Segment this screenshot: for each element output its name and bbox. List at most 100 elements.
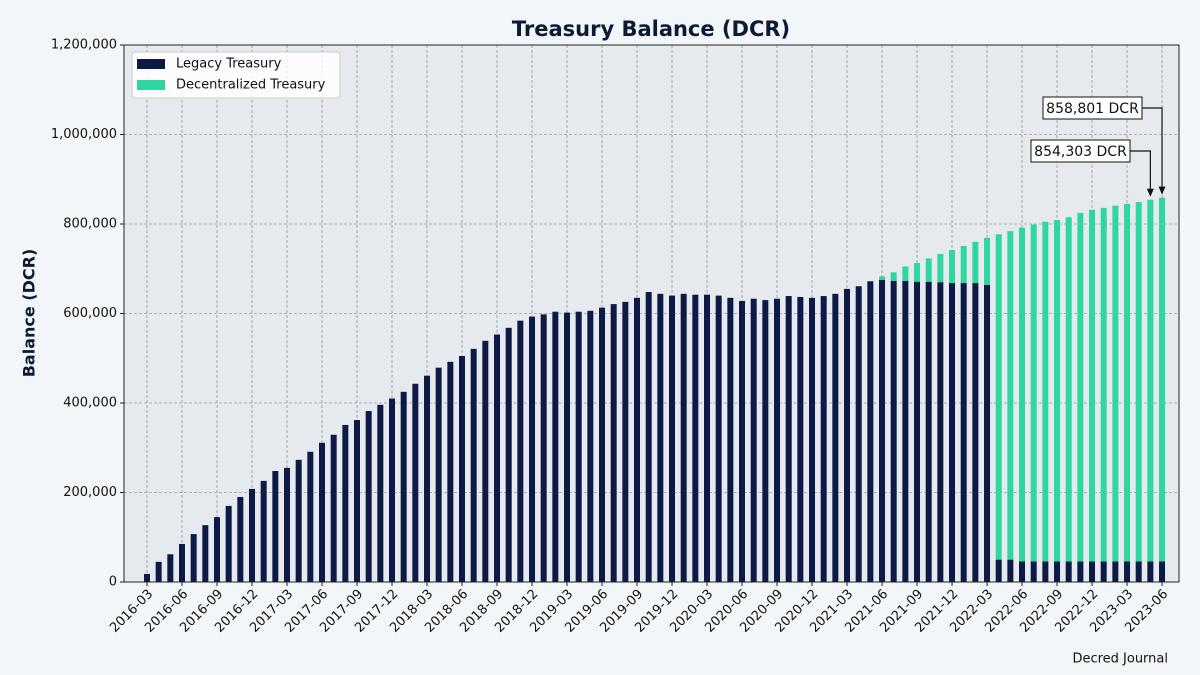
bar [925, 258, 932, 282]
bar [1065, 561, 1072, 582]
bar [1077, 561, 1084, 582]
bar [867, 281, 874, 582]
bar [214, 517, 221, 582]
bar [949, 283, 956, 582]
bar [529, 316, 536, 582]
bar [762, 300, 769, 582]
arrow-head [1146, 188, 1154, 197]
legend-box [131, 51, 341, 99]
bar [1159, 561, 1166, 582]
bar [412, 383, 419, 582]
bar [179, 543, 186, 582]
annotation-text: 858,801 DCR [1046, 101, 1139, 117]
bar [1030, 561, 1037, 582]
bar [237, 496, 244, 582]
bar [669, 295, 676, 582]
bar [844, 288, 851, 582]
bar [260, 480, 267, 582]
bar [552, 311, 559, 582]
bar [505, 327, 512, 582]
bar [225, 505, 232, 582]
bar [610, 304, 617, 582]
bar [400, 391, 407, 582]
bar [599, 307, 606, 582]
bar [1007, 231, 1014, 560]
bar [879, 279, 886, 582]
bar [284, 467, 291, 582]
bar [995, 559, 1002, 582]
y-tick-label: 200,000 [63, 485, 117, 500]
bar [190, 534, 197, 582]
bar [1065, 217, 1072, 562]
y-tick-label: 0 [109, 575, 117, 590]
bar [622, 301, 629, 582]
bar [750, 298, 757, 582]
bar [972, 241, 979, 284]
y-axis-label: Balance (DCR) [20, 249, 39, 378]
bar [645, 292, 652, 582]
bar [914, 262, 921, 282]
bar [494, 334, 501, 582]
bar [482, 340, 489, 582]
bar [1054, 561, 1061, 582]
bar [855, 286, 862, 582]
bar [249, 488, 256, 582]
y-tick-label: 400,000 [63, 396, 117, 411]
bar [319, 442, 326, 582]
chart-title: Treasury Balance (DCR) [512, 17, 790, 41]
bar [354, 420, 361, 582]
legend-label: Legacy Treasury [176, 57, 282, 72]
bar [1042, 221, 1049, 562]
bar [470, 348, 477, 582]
legend-swatch [137, 59, 165, 69]
bar [937, 253, 944, 283]
bar [1089, 561, 1096, 582]
legend-swatch [137, 80, 165, 90]
bar [1007, 559, 1014, 582]
bar [902, 280, 909, 582]
y-tick-label: 1,000,000 [51, 127, 117, 142]
bar [937, 282, 944, 582]
bar [984, 284, 991, 582]
bar [879, 276, 886, 280]
bar [1089, 209, 1096, 562]
bar [984, 237, 991, 285]
annotation-arrow [1130, 150, 1151, 191]
bar [634, 297, 641, 582]
bar [365, 411, 372, 582]
bar [1019, 227, 1026, 562]
bar [785, 296, 792, 582]
bar [692, 294, 699, 582]
bar [1135, 202, 1142, 562]
bar [960, 283, 967, 582]
bar [389, 398, 396, 582]
bar [575, 311, 582, 582]
annotation-text: 854,303 DCR [1034, 144, 1127, 160]
bar [797, 296, 804, 582]
bar [995, 234, 1002, 560]
bar [1042, 561, 1049, 582]
bar [272, 471, 279, 582]
bar [1112, 561, 1119, 582]
bar [809, 297, 816, 582]
bar [960, 245, 967, 284]
bar [202, 525, 209, 582]
bar [1030, 224, 1037, 562]
bar [680, 293, 687, 582]
bar [1019, 561, 1026, 582]
bar [704, 294, 711, 582]
bar [657, 293, 664, 582]
bar [1147, 561, 1154, 582]
bar [925, 281, 932, 582]
y-tick-label: 1,200,000 [51, 38, 117, 53]
bar [330, 434, 337, 582]
bar [1077, 212, 1084, 562]
y-tick-label: 800,000 [63, 217, 117, 232]
bar [715, 295, 722, 582]
bar [1100, 561, 1107, 582]
bar [727, 297, 734, 582]
bar [307, 451, 314, 582]
bar [1054, 219, 1061, 562]
bar [774, 298, 781, 582]
